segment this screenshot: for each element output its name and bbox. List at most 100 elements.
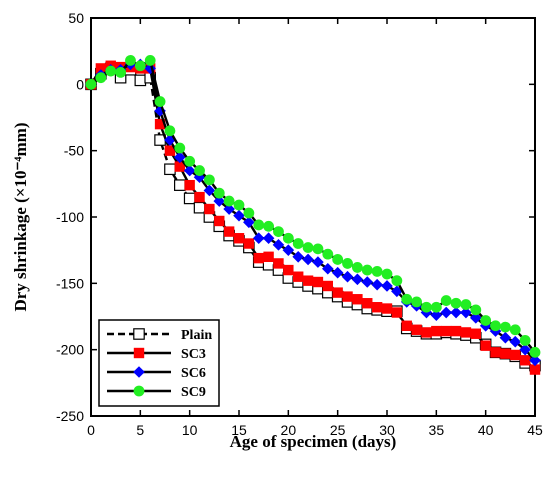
data-point-sc9 xyxy=(421,301,432,313)
data-point-plain xyxy=(174,179,186,191)
data-point-sc9 xyxy=(480,315,492,326)
data-point-sc6 xyxy=(430,309,443,321)
data-point-sc3 xyxy=(253,252,264,264)
data-point-sc3 xyxy=(421,327,432,338)
data-point-sc9 xyxy=(519,334,531,346)
data-point-sc9 xyxy=(342,258,353,269)
data-point-sc9 xyxy=(282,232,294,244)
data-point-sc6 xyxy=(164,134,176,146)
data-point-sc9 xyxy=(312,243,324,255)
data-point-sc6 xyxy=(144,62,156,75)
legend-entry-sc3: SC3 xyxy=(107,347,206,362)
data-point-sc6 xyxy=(322,262,334,275)
data-point-sc3 xyxy=(312,276,324,288)
data-point-sc6 xyxy=(470,312,482,324)
data-point-sc3 xyxy=(391,307,403,318)
data-point-sc6 xyxy=(331,266,344,279)
data-point-sc6 xyxy=(450,306,462,319)
y-tick-label: -50 xyxy=(64,143,84,159)
legend-marker xyxy=(133,328,145,340)
y-axis-title: Dry shrinkage (×10⁻⁴mm) xyxy=(11,122,30,311)
data-point-sc3 xyxy=(332,287,343,298)
data-point-sc3 xyxy=(95,63,107,74)
data-point-plain xyxy=(134,74,147,87)
data-point-sc3 xyxy=(293,271,304,282)
data-point-sc6 xyxy=(252,232,265,245)
data-point-sc6 xyxy=(302,253,314,266)
data-point-sc9 xyxy=(430,301,442,313)
data-point-sc9 xyxy=(263,220,274,232)
x-tick-label: 15 xyxy=(231,422,247,438)
data-point-sc3 xyxy=(273,258,284,269)
data-point-sc9 xyxy=(352,262,363,273)
data-point-sc9 xyxy=(273,226,284,237)
data-point-sc6 xyxy=(174,151,186,164)
data-point-sc9 xyxy=(184,155,196,167)
data-point-sc6 xyxy=(529,354,541,367)
data-point-sc6 xyxy=(233,209,245,222)
data-point-sc9 xyxy=(391,275,403,287)
data-point-sc9 xyxy=(381,268,393,280)
data-point-sc9 xyxy=(292,238,304,249)
legend-entry-sc6: SC6 xyxy=(107,366,206,381)
data-point-sc6 xyxy=(312,256,324,268)
data-point-sc9 xyxy=(529,346,541,358)
data-point-sc6 xyxy=(341,270,354,283)
data-point-sc3 xyxy=(154,118,166,130)
x-tick-label: 20 xyxy=(281,422,297,438)
x-tick-label: 10 xyxy=(182,422,198,438)
data-point-sc6 xyxy=(183,164,196,177)
legend-marker xyxy=(133,347,145,359)
legend-label: SC9 xyxy=(181,385,206,400)
x-tick-label: 45 xyxy=(527,422,543,438)
data-point-sc6 xyxy=(272,239,285,251)
data-point-sc3 xyxy=(302,275,314,286)
y-tick-label: -150 xyxy=(56,275,84,291)
data-point-sc3 xyxy=(480,340,491,351)
data-point-plain xyxy=(193,201,206,214)
data-point-sc3 xyxy=(223,226,235,237)
data-point-sc9 xyxy=(105,65,117,77)
data-point-sc6 xyxy=(223,203,235,215)
data-point-sc9 xyxy=(401,293,413,305)
data-point-sc9 xyxy=(440,295,452,306)
data-point-sc9 xyxy=(490,320,501,332)
y-tick-label: -100 xyxy=(56,209,84,225)
data-point-sc3 xyxy=(431,325,442,337)
data-point-sc3 xyxy=(371,302,383,313)
x-tick-label: 25 xyxy=(330,422,346,438)
data-point-sc3 xyxy=(322,280,333,292)
data-point-sc6 xyxy=(460,306,472,319)
legend-marker xyxy=(133,385,145,397)
series-layer xyxy=(85,55,541,375)
data-point-sc3 xyxy=(529,364,541,375)
data-point-sc3 xyxy=(243,238,255,249)
data-point-sc9 xyxy=(85,78,97,90)
y-tick-label: -250 xyxy=(56,408,84,424)
data-point-sc3 xyxy=(174,161,185,172)
y-tick-label: -200 xyxy=(56,342,84,358)
data-point-sc6 xyxy=(203,184,216,197)
data-point-sc9 xyxy=(411,296,422,308)
data-point-sc9 xyxy=(371,265,383,277)
y-tick-label: 0 xyxy=(76,76,84,92)
data-point-sc9 xyxy=(95,72,107,84)
data-point-sc3 xyxy=(450,325,462,337)
data-point-sc6 xyxy=(361,276,374,288)
data-point-sc9 xyxy=(223,195,235,207)
data-point-sc6 xyxy=(351,273,364,286)
data-point-sc3 xyxy=(441,325,452,337)
data-point-sc6 xyxy=(371,278,383,291)
data-point-sc3 xyxy=(233,233,245,244)
data-point-sc6 xyxy=(292,251,304,263)
data-point-sc3 xyxy=(214,215,225,227)
data-point-sc3 xyxy=(490,347,501,358)
data-point-sc3 xyxy=(352,294,363,305)
data-point-sc3 xyxy=(460,327,472,338)
data-point-plain xyxy=(183,192,196,205)
data-point-sc3 xyxy=(283,264,294,276)
data-point-sc6 xyxy=(243,216,255,229)
data-point-sc3 xyxy=(184,179,195,191)
x-tick-label: 5 xyxy=(136,422,144,438)
